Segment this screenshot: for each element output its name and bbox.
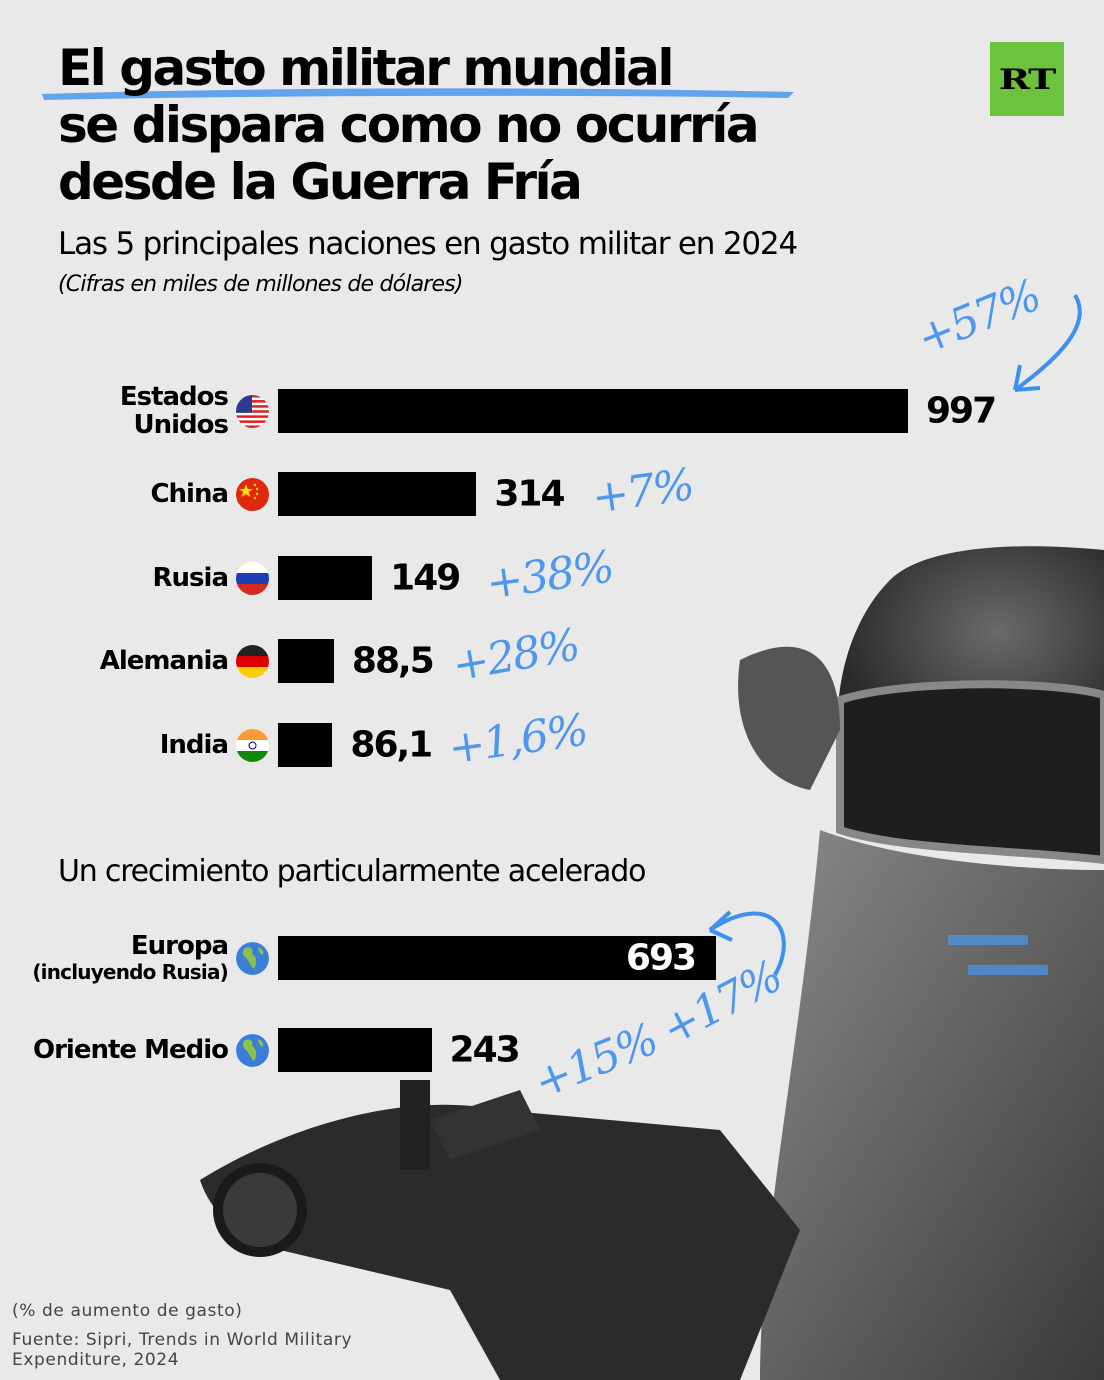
bar-row: Oriente Medio 243: [0, 1028, 1104, 1072]
bar-row: Europa (incluyendo Rusia) 693: [0, 932, 1104, 984]
category-label-line: Europa: [130, 931, 229, 961]
arrow-annotation-usa: [1013, 293, 1082, 392]
us-flag-icon: [236, 394, 269, 428]
globe-icon: [236, 1033, 269, 1067]
value-label: 88,5: [351, 640, 435, 682]
category-label-line: China: [150, 479, 229, 509]
soldier-photo: [200, 546, 1104, 1380]
units-note: (Cifras en miles de millones de dólares): [58, 272, 464, 297]
category-label: Oriente Medio: [8, 1035, 229, 1065]
bar: [278, 936, 716, 980]
value-label: 243: [449, 1029, 521, 1071]
arrow-annotation-europe: [708, 910, 786, 976]
india-flag-icon: [236, 728, 269, 762]
title-line-2: se dispara como no ocurría: [58, 96, 760, 154]
category-label: Alemania: [8, 646, 229, 676]
title-line-3: desde la Guerra Fría: [58, 153, 583, 211]
category-label-line: Unidos: [133, 410, 229, 440]
category-label: India: [8, 730, 229, 760]
category-label-line: Rusia: [152, 563, 229, 593]
rt-logo: RT: [990, 42, 1064, 116]
value-label: 149: [390, 557, 461, 599]
category-label-line: Estados: [119, 382, 229, 412]
category-label: China: [8, 479, 229, 509]
bar: [278, 556, 373, 600]
category-label: Europa (incluyendo Rusia): [8, 931, 229, 984]
bar: [278, 639, 334, 683]
legend-note: (% de aumento de gasto): [12, 1301, 243, 1321]
chart-subtitle: Las 5 principales naciones en gasto mili…: [58, 226, 798, 262]
bar: [278, 1028, 432, 1072]
germany-flag-icon: [236, 644, 269, 678]
source-line-1: Fuente: Sipri, Trends in World Military: [12, 1330, 353, 1350]
category-label: Estados Unidos: [8, 382, 229, 440]
value-label: 693: [625, 937, 697, 979]
category-label-line: India: [159, 730, 229, 760]
rt-logo-text: RT: [998, 62, 1057, 96]
category-label-line: Alemania: [99, 646, 229, 676]
title-line-1: El gasto militar mundial: [58, 39, 674, 97]
value-label: 997: [926, 390, 997, 432]
bar: [278, 472, 477, 516]
bar-row: Alemania 88,5: [0, 639, 1104, 683]
category-label: Rusia: [8, 563, 229, 593]
bar: [278, 389, 908, 433]
category-label-line: Oriente Medio: [33, 1035, 229, 1065]
value-label: 314: [494, 473, 565, 515]
bar-row: China 314: [0, 472, 1104, 516]
bar-row: India 86,1: [0, 723, 1104, 767]
bar: [278, 723, 333, 767]
bar-row: Rusia 149: [0, 556, 1104, 600]
source-line-2: Expenditure, 2024: [12, 1350, 180, 1370]
china-flag-icon: [236, 477, 269, 511]
bar-row: Estados Unidos 997: [0, 383, 1104, 439]
category-label-line: (incluyendo Rusia): [32, 960, 228, 984]
russia-flag-icon: [236, 561, 269, 595]
section2-title: Un crecimiento particularmente acelerado: [58, 854, 646, 889]
globe-icon: [236, 941, 269, 975]
title-highlight-stroke: [42, 88, 794, 100]
value-label: 86,1: [350, 724, 433, 766]
page-title: El gasto militar mundial se dispara como…: [58, 40, 918, 211]
